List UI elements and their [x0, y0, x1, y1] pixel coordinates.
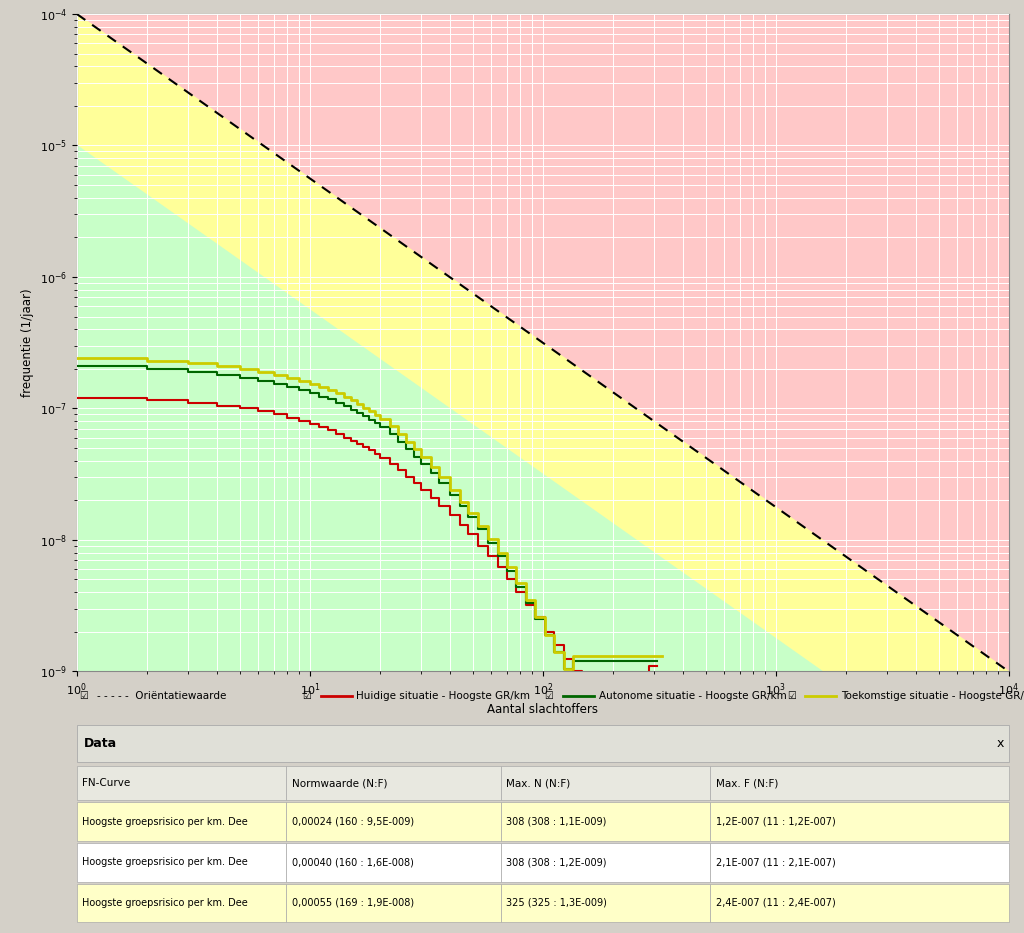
- Bar: [501, 766, 711, 801]
- Y-axis label: frequentie (1/jaar): frequentie (1/jaar): [22, 288, 34, 397]
- Bar: [711, 843, 1009, 882]
- Text: Hoogste groepsrisico per km. Dee: Hoogste groepsrisico per km. Dee: [82, 816, 248, 827]
- Bar: [711, 802, 1009, 841]
- Text: Max. N (N:F): Max. N (N:F): [507, 778, 570, 788]
- Text: ☑: ☑: [786, 690, 796, 701]
- Text: x: x: [996, 737, 1004, 750]
- Bar: [77, 843, 287, 882]
- Bar: [77, 884, 287, 922]
- Bar: [711, 766, 1009, 801]
- Text: Toekomstige situatie - Hoogste GR/km: Toekomstige situatie - Hoogste GR/km: [841, 690, 1024, 701]
- Text: 1,2E-007 (11 : 1,2E-007): 1,2E-007 (11 : 1,2E-007): [716, 816, 836, 827]
- Text: 308 (308 : 1,1E-009): 308 (308 : 1,1E-009): [507, 816, 607, 827]
- Text: 2,1E-007 (11 : 2,1E-007): 2,1E-007 (11 : 2,1E-007): [716, 857, 836, 868]
- Text: 0,00040 (160 : 1,6E-008): 0,00040 (160 : 1,6E-008): [292, 857, 414, 868]
- Text: 0,00024 (160 : 9,5E-009): 0,00024 (160 : 9,5E-009): [292, 816, 414, 827]
- Text: FN-Curve: FN-Curve: [82, 778, 131, 788]
- Bar: [287, 843, 501, 882]
- Bar: [287, 766, 501, 801]
- Bar: [501, 843, 711, 882]
- Bar: [711, 884, 1009, 922]
- Text: Huidige situatie - Hoogste GR/km: Huidige situatie - Hoogste GR/km: [356, 690, 530, 701]
- Text: 325 (325 : 1,3E-009): 325 (325 : 1,3E-009): [507, 898, 607, 908]
- Bar: [287, 802, 501, 841]
- Text: 0,00055 (169 : 1,9E-008): 0,00055 (169 : 1,9E-008): [292, 898, 414, 908]
- Bar: [77, 802, 287, 841]
- Text: Data: Data: [84, 737, 118, 750]
- Bar: [501, 884, 711, 922]
- X-axis label: Aantal slachtoffers: Aantal slachtoffers: [487, 703, 598, 717]
- Text: ☑: ☑: [302, 690, 311, 701]
- Text: 308 (308 : 1,2E-009): 308 (308 : 1,2E-009): [507, 857, 607, 868]
- Text: Max. F (N:F): Max. F (N:F): [716, 778, 778, 788]
- Bar: [501, 802, 711, 841]
- Bar: [77, 725, 1009, 761]
- Bar: [287, 884, 501, 922]
- Text: ☑: ☑: [79, 690, 87, 701]
- Text: 2,4E-007 (11 : 2,4E-007): 2,4E-007 (11 : 2,4E-007): [716, 898, 836, 908]
- Text: Autonome situatie - Hoogste GR/km: Autonome situatie - Hoogste GR/km: [599, 690, 786, 701]
- Text: Normwaarde (N:F): Normwaarde (N:F): [292, 778, 387, 788]
- Bar: [77, 766, 287, 801]
- Text: Hoogste groepsrisico per km. Dee: Hoogste groepsrisico per km. Dee: [82, 898, 248, 908]
- Text: - - - - -  Oriëntatiewaarde: - - - - - Oriëntatiewaarde: [97, 690, 226, 701]
- Text: ☑: ☑: [545, 690, 553, 701]
- Text: Hoogste groepsrisico per km. Dee: Hoogste groepsrisico per km. Dee: [82, 857, 248, 868]
